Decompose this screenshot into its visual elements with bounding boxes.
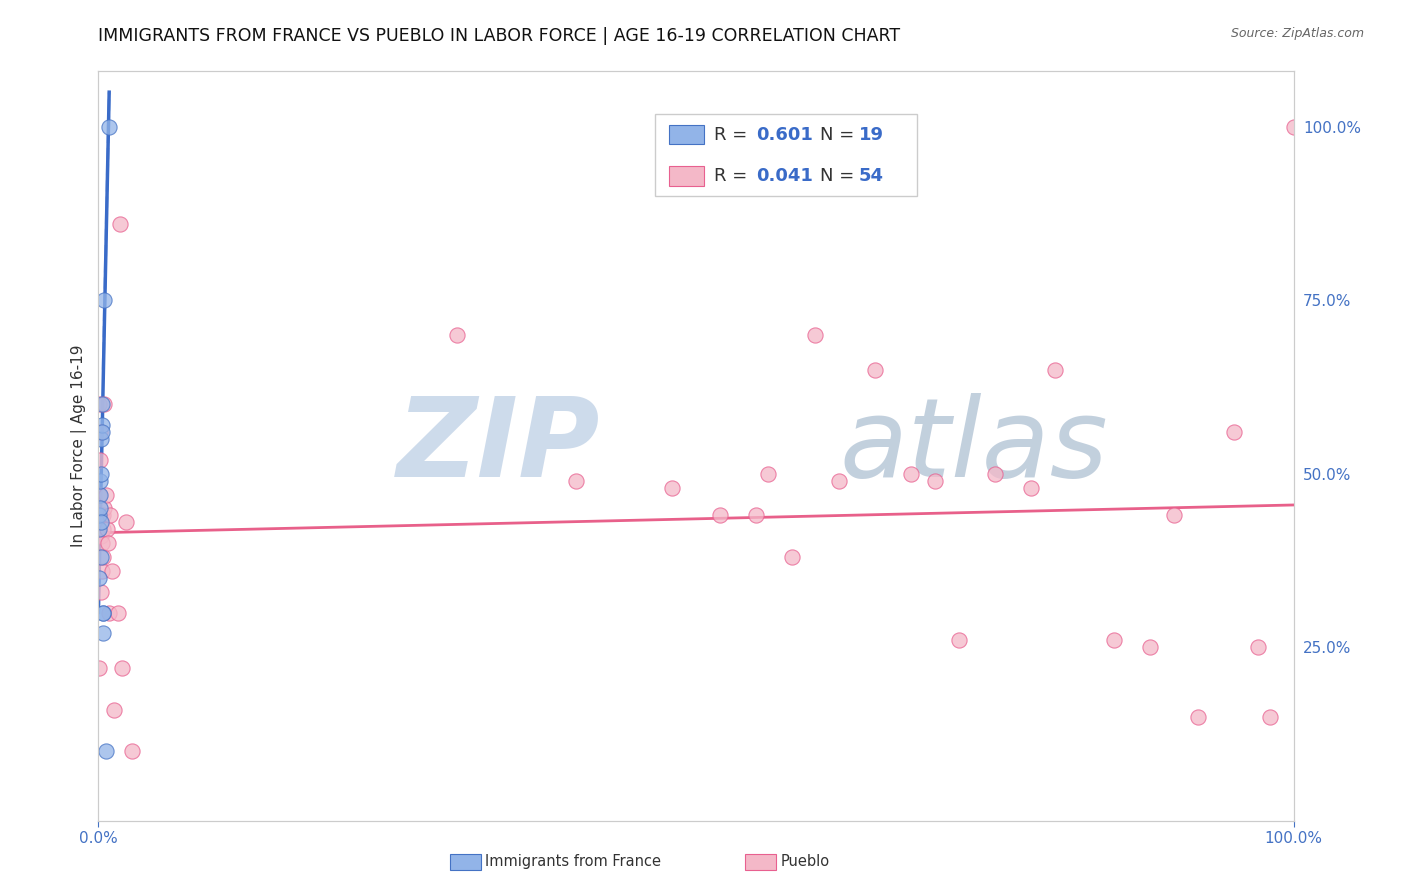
Point — [89, 508, 111, 523]
Point — [1043, 362, 1066, 376]
Point — [89, 571, 111, 585]
Text: 0.601: 0.601 — [756, 126, 813, 144]
Point — [107, 606, 129, 620]
Point — [93, 501, 115, 516]
Point — [89, 453, 111, 467]
Text: Source: ZipAtlas.com: Source: ZipAtlas.com — [1230, 27, 1364, 40]
Point — [90, 467, 112, 481]
Point — [90, 516, 112, 530]
Y-axis label: In Labor Force | Age 16-19: In Labor Force | Age 16-19 — [72, 344, 87, 548]
Point — [709, 508, 731, 523]
Point — [90, 584, 112, 599]
Point — [96, 522, 118, 536]
Point — [87, 508, 110, 523]
Point — [565, 474, 588, 488]
Point — [103, 703, 125, 717]
Point — [87, 522, 110, 536]
Text: R =: R = — [714, 167, 754, 185]
Point — [89, 501, 111, 516]
Point — [100, 564, 122, 578]
Point — [1187, 709, 1209, 723]
Point — [1139, 640, 1161, 655]
Point — [90, 432, 112, 446]
Text: 19: 19 — [859, 126, 884, 144]
Point — [98, 508, 122, 523]
Point — [87, 487, 110, 501]
Text: atlas: atlas — [839, 392, 1108, 500]
Point — [89, 425, 111, 439]
Text: 0.041: 0.041 — [756, 167, 813, 185]
Point — [89, 661, 111, 675]
Point — [91, 397, 114, 411]
Point — [87, 522, 110, 536]
Point — [780, 549, 803, 564]
Point — [94, 744, 117, 758]
Point — [828, 474, 851, 488]
Point — [661, 481, 683, 495]
Point — [91, 522, 114, 536]
Point — [90, 418, 112, 433]
Text: Pueblo: Pueblo — [780, 855, 830, 869]
Text: N =: N = — [820, 126, 859, 144]
Point — [91, 425, 114, 439]
Point — [89, 474, 111, 488]
Point — [1247, 640, 1270, 655]
Point — [1282, 120, 1305, 134]
Point — [91, 564, 114, 578]
Point — [93, 293, 115, 308]
Point — [948, 633, 970, 648]
Text: R =: R = — [714, 126, 754, 144]
Point — [98, 120, 121, 134]
Point — [93, 397, 115, 411]
Point — [89, 487, 111, 501]
Text: IMMIGRANTS FROM FRANCE VS PUEBLO IN LABOR FORCE | AGE 16-19 CORRELATION CHART: IMMIGRANTS FROM FRANCE VS PUEBLO IN LABO… — [98, 27, 901, 45]
Point — [1104, 633, 1126, 648]
Point — [94, 487, 117, 501]
Point — [1223, 425, 1246, 439]
Point — [90, 508, 112, 523]
Point — [90, 508, 112, 523]
Point — [900, 467, 922, 481]
Point — [115, 516, 138, 530]
Point — [121, 744, 143, 758]
Point — [1019, 481, 1042, 495]
Point — [91, 626, 114, 640]
Point — [745, 508, 768, 523]
Point — [87, 397, 110, 411]
Point — [108, 217, 131, 231]
Point — [1163, 508, 1185, 523]
Text: N =: N = — [820, 167, 859, 185]
Point — [756, 467, 779, 481]
Point — [98, 606, 121, 620]
Point — [90, 549, 112, 564]
Point — [97, 536, 120, 550]
Text: 54: 54 — [859, 167, 884, 185]
Point — [865, 362, 887, 376]
Point — [90, 529, 112, 543]
Point — [446, 328, 468, 343]
Point — [924, 474, 946, 488]
Point — [111, 661, 134, 675]
Text: Immigrants from France: Immigrants from France — [485, 855, 661, 869]
Point — [93, 606, 115, 620]
Point — [90, 536, 112, 550]
Point — [1258, 709, 1281, 723]
Point — [91, 508, 114, 523]
Text: ZIP: ZIP — [396, 392, 600, 500]
Point — [91, 606, 114, 620]
Point — [804, 328, 827, 343]
Point — [984, 467, 1007, 481]
Point — [93, 549, 115, 564]
